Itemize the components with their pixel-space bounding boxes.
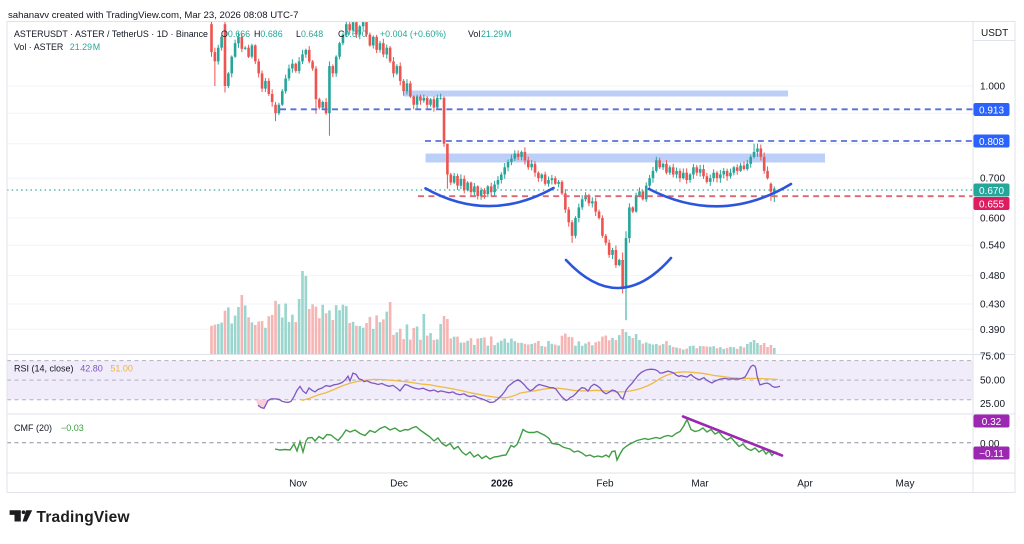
svg-text:0.00: 0.00 bbox=[980, 439, 1000, 450]
svg-text:0.670: 0.670 bbox=[979, 186, 1004, 197]
svg-text:50.00: 50.00 bbox=[980, 376, 1005, 387]
svg-text:May: May bbox=[896, 479, 915, 490]
svg-text:25.00: 25.00 bbox=[980, 399, 1005, 410]
svg-text:0.808: 0.808 bbox=[979, 137, 1004, 148]
svg-text:0.600: 0.600 bbox=[980, 214, 1005, 225]
svg-text:ASTERUSDT · ASTER / TetherUS ·: ASTERUSDT · ASTER / TetherUS · 1D · Bina… bbox=[14, 29, 511, 39]
svg-text:Dec: Dec bbox=[390, 479, 408, 490]
svg-text:USDT: USDT bbox=[981, 28, 1008, 39]
svg-text:0.655: 0.655 bbox=[979, 199, 1004, 210]
svg-text:0.430: 0.430 bbox=[980, 300, 1005, 311]
svg-text:−0.11: −0.11 bbox=[979, 449, 1004, 460]
svg-text:0.32: 0.32 bbox=[982, 417, 1002, 428]
svg-text:75.00: 75.00 bbox=[980, 352, 1005, 363]
svg-text:Feb: Feb bbox=[596, 479, 614, 490]
svg-text:0.913: 0.913 bbox=[979, 105, 1004, 116]
svg-text:Nov: Nov bbox=[289, 479, 307, 490]
svg-text:CMF (20)−0.03: CMF (20) −0.03 bbox=[14, 423, 84, 433]
svg-text:0.700: 0.700 bbox=[980, 174, 1005, 185]
svg-text:0.480: 0.480 bbox=[980, 271, 1005, 282]
svg-text:TradingView: TradingView bbox=[37, 509, 131, 526]
svg-text:0.390: 0.390 bbox=[980, 325, 1005, 336]
svg-text:Apr: Apr bbox=[797, 479, 813, 490]
svg-text:1.000: 1.000 bbox=[980, 82, 1005, 93]
svg-text:0.540: 0.540 bbox=[980, 241, 1005, 252]
svg-text:sahanavv created with TradingV: sahanavv created with TradingView.com, M… bbox=[8, 10, 298, 21]
svg-text:2026: 2026 bbox=[491, 479, 514, 490]
svg-text:Mar: Mar bbox=[691, 479, 709, 490]
